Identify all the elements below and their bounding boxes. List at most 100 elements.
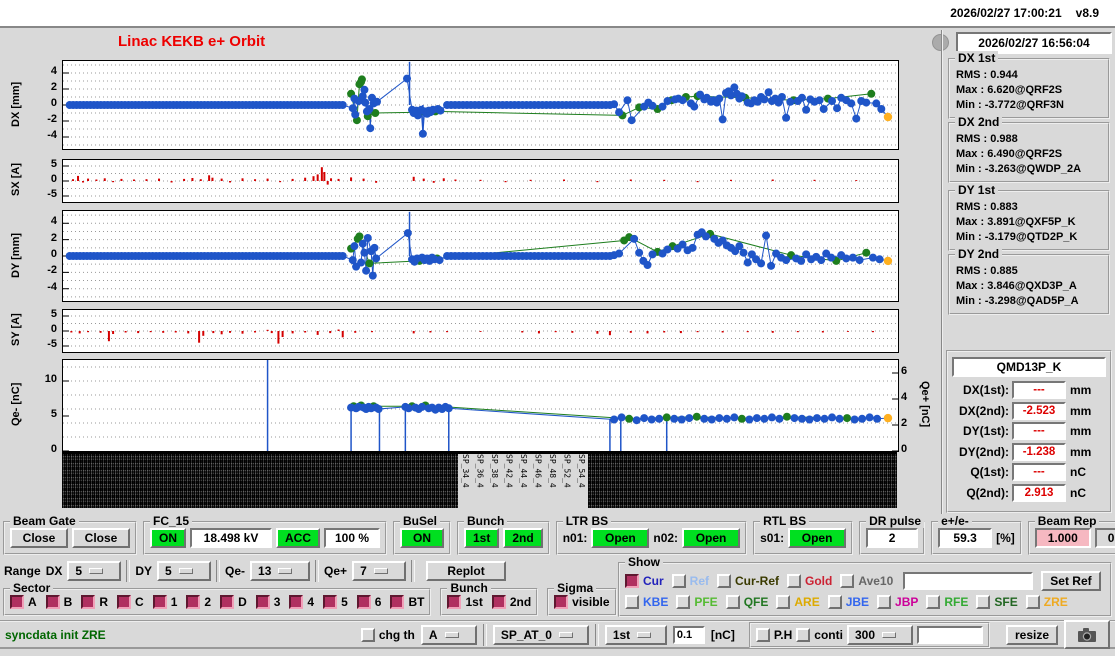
- camera-icon: [1078, 627, 1096, 642]
- sector-checkbox-d[interactable]: D: [220, 595, 247, 609]
- bunch-1st-button[interactable]: 1st: [464, 528, 500, 548]
- fc15-on-button[interactable]: ON: [150, 528, 186, 548]
- show-checkbox-rfe[interactable]: RFE: [926, 594, 968, 609]
- axis-label-dy: DY [mm]: [10, 232, 22, 278]
- checkbox-icon: [390, 595, 405, 609]
- ltr-n02-label: n02:: [653, 531, 679, 545]
- ltr-n02-open-button[interactable]: Open: [682, 528, 741, 548]
- checkbox-icon: [796, 627, 811, 642]
- sector-checkbox-c[interactable]: C: [117, 595, 144, 609]
- set-ref-button[interactable]: Set Ref: [1041, 570, 1101, 591]
- sector-checkbox-4[interactable]: 4: [289, 595, 314, 609]
- stats-row: Max : 6.490@QRF2S: [956, 147, 1105, 162]
- fc15-title: FC_15: [150, 514, 193, 528]
- show-checkbox-cur-ref[interactable]: Cur-Ref: [717, 573, 779, 588]
- sector-checkbox-6[interactable]: 6: [356, 595, 381, 609]
- axis-label-qe: Qe- [nC]: [10, 382, 22, 427]
- ltr-n01-label: n01:: [562, 531, 588, 545]
- count-input[interactable]: [916, 625, 983, 644]
- sector-checkbox-1[interactable]: 1: [152, 595, 177, 609]
- show-checkbox-qfe[interactable]: QFE: [725, 594, 768, 609]
- status-message: syncdata init ZRE: [5, 627, 106, 642]
- monitor-row-label: DX(2nd):: [959, 403, 1009, 418]
- threshold-input[interactable]: [672, 625, 705, 644]
- range-dx-dropdown[interactable]: 5: [67, 561, 122, 581]
- show-checkbox-kbe[interactable]: KBE: [625, 594, 668, 609]
- monitor-row: DY(1st): --- mm: [952, 422, 1106, 440]
- sp-select-dropdown[interactable]: SP_AT_0: [492, 624, 589, 645]
- th-select-dropdown[interactable]: A: [420, 624, 477, 645]
- fc15-acc-button[interactable]: ACC: [276, 528, 320, 548]
- conti-checkbox[interactable]: conti: [796, 627, 843, 642]
- screenshot-button[interactable]: [1064, 620, 1110, 649]
- resize-button[interactable]: resize: [1005, 624, 1058, 645]
- data-timestamp: 2026/02/27 16:56:04: [956, 32, 1112, 54]
- ratio-title: e+/e-: [938, 514, 972, 528]
- stats-row: Max : 3.891@QXF5P_K: [956, 215, 1105, 230]
- axis-tick-label: 4: [901, 391, 908, 403]
- ltr-bs-group: LTR BS n01: Open n02: Open: [555, 514, 748, 555]
- dr-pulse-title: DR pulse: [866, 514, 925, 528]
- bunch-2nd-button[interactable]: 2nd: [503, 528, 543, 548]
- show-checkbox-jbp[interactable]: JBP: [877, 594, 918, 609]
- show-checkbox-ref[interactable]: Ref: [671, 573, 709, 588]
- sector-checkbox-a[interactable]: A: [10, 595, 37, 609]
- sector-checkbox-r[interactable]: R: [81, 595, 108, 609]
- beam-gate-close-1-button[interactable]: Close: [10, 528, 68, 548]
- monitor-name: QMD13P_K: [952, 357, 1106, 377]
- stats-row: RMS : 0.885: [956, 264, 1105, 279]
- bunch-select-dropdown[interactable]: 1st: [604, 624, 667, 645]
- ph-checkbox[interactable]: P.H: [755, 627, 792, 642]
- checkbox-icon: [787, 573, 802, 588]
- sector-checkbox-bt[interactable]: BT: [390, 595, 424, 609]
- sector-checkbox-b[interactable]: B: [45, 595, 72, 609]
- sigma-visible-checkbox[interactable]: visible: [554, 595, 610, 609]
- range-qem-dropdown[interactable]: 13: [250, 561, 311, 581]
- show-checkbox-are[interactable]: ARE: [776, 594, 820, 609]
- beam-gate-close-2-button[interactable]: Close: [72, 528, 130, 548]
- monitor-row-label: Q(1st):: [970, 465, 1009, 479]
- sector-checkbox-2[interactable]: 2: [186, 595, 211, 609]
- sector-checkbox-5[interactable]: 5: [323, 595, 348, 609]
- count-dropdown[interactable]: 300: [846, 624, 913, 645]
- ref-name-input[interactable]: [903, 571, 1034, 590]
- replot-button[interactable]: Replot: [426, 561, 507, 581]
- show-checkbox-gold[interactable]: Gold: [787, 573, 832, 588]
- show-checkbox-cur[interactable]: Cur: [625, 573, 664, 588]
- bunch-checkbox-1st[interactable]: 1st: [447, 595, 483, 609]
- bunch-checkbox-2nd[interactable]: 2nd: [491, 595, 531, 609]
- axis-label-dx: DX [mm]: [10, 81, 22, 127]
- beam-rep-value1: 1.000: [1034, 528, 1091, 548]
- monitor-row: DX(2nd): -2.523 mm: [952, 401, 1106, 420]
- monitor-row-label: Q(2nd):: [966, 485, 1009, 500]
- rtl-s01-open-button[interactable]: Open: [788, 528, 847, 548]
- monitor-panel: QMD13P_K DX(1st): --- mm DX(2nd): -2.523 mm DY…: [946, 350, 1112, 513]
- dropdown-dash-icon: [178, 568, 193, 574]
- dropdown-dash-icon: [637, 631, 652, 638]
- stats-row: Min : -3.298@QAD5P_A: [956, 294, 1105, 309]
- rtl-s01-label: s01:: [760, 531, 785, 545]
- ltr-n01-open-button[interactable]: Open: [591, 528, 650, 548]
- sidebar-divider: [941, 30, 943, 516]
- beam-rep-group: Beam Rep 1.000 0.000 [Hz] 0.000 [%]: [1027, 514, 1115, 555]
- show-checkbox-jbe[interactable]: JBE: [827, 594, 869, 609]
- ratio-unit-label: [%]: [996, 531, 1015, 545]
- stats-group-title: DY 1st: [955, 183, 999, 197]
- show-checkbox-sfe[interactable]: SFE: [976, 594, 1018, 609]
- rtl-bs-group: RTL BS s01: Open: [753, 514, 854, 555]
- stats-group-dx-1st: DX 1st RMS : 0.944 Max : 6.620@QRF2S Min : …: [948, 51, 1110, 119]
- show-checkbox-ave10[interactable]: Ave10: [840, 573, 893, 588]
- chg-th-checkbox[interactable]: chg th: [360, 627, 415, 642]
- checkbox-icon: [725, 594, 740, 609]
- busel-on-button[interactable]: ON: [400, 528, 444, 548]
- axis-tick-label: 6: [901, 365, 908, 377]
- show-checkbox-zre[interactable]: ZRE: [1025, 594, 1068, 609]
- sector-checkbox-3[interactable]: 3: [255, 595, 280, 609]
- monitor-row-unit: nC: [1070, 485, 1086, 500]
- range-dy-dropdown[interactable]: 5: [157, 561, 212, 581]
- show-checkbox-pfe[interactable]: PFE: [676, 594, 718, 609]
- dr-pulse-readout: 2: [866, 528, 919, 548]
- axis-tick-label: 0: [50, 97, 57, 109]
- range-qep-dropdown[interactable]: 7: [352, 561, 407, 581]
- plot-panel-dx: [62, 60, 899, 150]
